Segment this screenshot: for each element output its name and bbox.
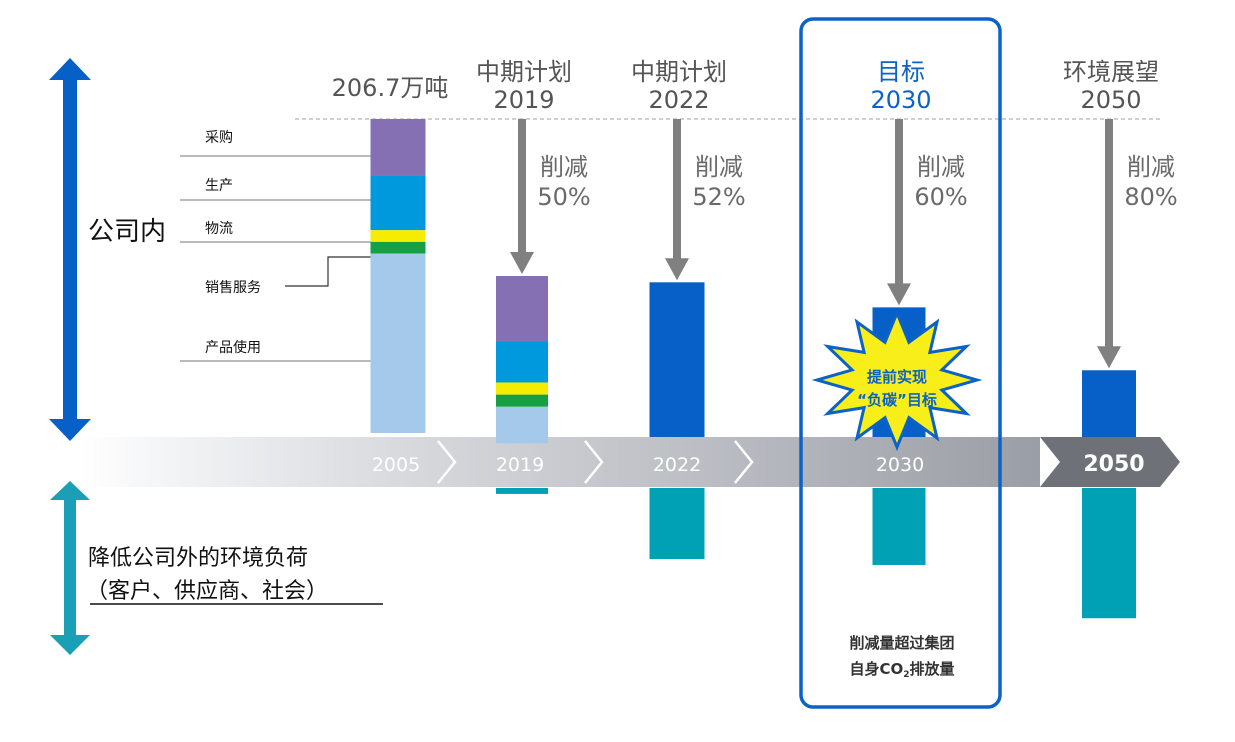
bar-2022-external	[649, 488, 705, 560]
note-line2: 自身CO2排放量	[849, 660, 954, 680]
reduction-label-2050: 削减	[1127, 153, 1175, 181]
header-2030-line1: 目标	[877, 58, 925, 86]
lower-arrow-head-top	[50, 481, 90, 500]
highlight-frame-2030	[799, 17, 1002, 709]
bar-2019-segment-1	[496, 341, 548, 383]
upper-arrow-head-top	[49, 58, 91, 80]
reduction-label-2030: 削减	[917, 153, 965, 181]
bar-2019-external	[496, 488, 548, 494]
timeline-chevron-1	[584, 440, 604, 484]
reduction-arrow-2050-head	[1097, 346, 1121, 369]
header-2050-line1: 环境展望	[1063, 58, 1159, 86]
reduction-arrow-2022-shaft	[673, 119, 681, 260]
bar-2022-internal	[649, 282, 705, 437]
upper-arrow-shaft	[63, 79, 77, 420]
star-text-line1: 提前实现	[867, 368, 927, 386]
reduction-arrow-2019-shaft	[518, 119, 526, 253]
lower-axis-label-line1: 降低公司外的环境负荷	[88, 546, 308, 571]
segment-label-procurement: 采购	[205, 130, 233, 146]
header-2030-line2: 2030	[870, 86, 931, 114]
reduction-arrow-2022-head	[665, 258, 689, 281]
reduction-pct-2030: 60%	[914, 183, 967, 211]
upper-arrow-head-bottom	[49, 419, 91, 441]
timeline-segment-2050	[1040, 437, 1180, 487]
upper-axis-label: 公司内	[88, 217, 166, 247]
bar-2019-segment-0	[496, 276, 548, 342]
reduction-arrow-2030-head	[887, 283, 911, 306]
timeline-label-2050: 2050	[1083, 452, 1144, 477]
note-line2-prefix: 自身CO	[849, 660, 903, 678]
header-2019-line1: 中期计划	[476, 58, 572, 86]
star-burst-shape	[811, 308, 983, 452]
header-2019-line2: 2019	[493, 86, 554, 114]
bar-2005-logistics-upper	[370, 230, 426, 242]
bar-2050-internal	[1082, 370, 1136, 437]
lower-axis-label-line2: （客户、供应商、社会）	[86, 579, 328, 604]
bar-2005-segment-1	[370, 175, 426, 231]
bar-2050-external	[1082, 488, 1136, 619]
segment-label-production: 生产	[205, 178, 233, 194]
star-text-line2: “负碳”目标	[857, 391, 937, 409]
reduction-label-2022: 削减	[695, 153, 743, 181]
note-line2-subscript: 2	[903, 670, 909, 680]
baseline-total-label: 206.7万吨	[332, 74, 449, 102]
bars-layer	[370, 119, 1136, 619]
bar-2005-logistics-lower	[370, 241, 426, 254]
timeline-label-2005: 2005	[372, 454, 420, 476]
bar-2030-external	[872, 488, 926, 565]
header-2050-line2: 2050	[1080, 86, 1141, 114]
timeline-tick-labels: 2005 2019 2022 2030 2050	[372, 440, 1145, 484]
bar-2019-logistics-upper	[496, 382, 548, 395]
note-line2-suffix: 排放量	[910, 660, 955, 678]
segment-label-logistics: 物流	[205, 221, 233, 237]
bar-2005-segment-3	[370, 253, 426, 433]
reduction-arrow-2030-shaft	[895, 119, 903, 285]
reduction-label-2019: 削减	[540, 153, 588, 181]
upper-double-arrow	[49, 58, 91, 441]
lower-double-arrow	[50, 481, 90, 655]
reduction-pct-2019: 50%	[537, 183, 590, 211]
leader-line-sales-service	[285, 256, 371, 287]
note-line1: 削减量超过集团	[849, 634, 954, 652]
header-2022-line1: 中期计划	[631, 58, 727, 86]
timeline-label-2030: 2030	[876, 454, 924, 476]
lower-arrow-shaft	[64, 499, 76, 636]
timeline-label-2019: 2019	[496, 454, 544, 476]
header-2022-line2: 2022	[648, 86, 709, 114]
lower-arrow-head-bottom	[50, 635, 90, 655]
timeline-chevron-2	[734, 440, 754, 484]
bar-2019-segment-3	[496, 406, 548, 444]
segment-label-product-use: 产品使用	[205, 339, 261, 356]
timeline-chevron-0	[437, 440, 457, 484]
bar-2005-segment-0	[370, 119, 426, 176]
segment-label-sales-service: 销售服务	[205, 280, 261, 296]
reduction-pct-2050: 80%	[1124, 183, 1177, 211]
reduction-arrow-2050-shaft	[1105, 119, 1113, 348]
segment-labels: 采购 生产 物流 销售服务 产品使用	[180, 130, 371, 362]
reduction-pct-2022: 52%	[692, 183, 745, 211]
timeline-label-2022: 2022	[653, 454, 701, 476]
reduction-arrow-2019-head	[510, 252, 534, 274]
star-burst: 提前实现 “负碳”目标	[811, 308, 983, 452]
bar-2019-logistics-lower	[496, 394, 548, 407]
timeline-band	[80, 437, 1180, 487]
